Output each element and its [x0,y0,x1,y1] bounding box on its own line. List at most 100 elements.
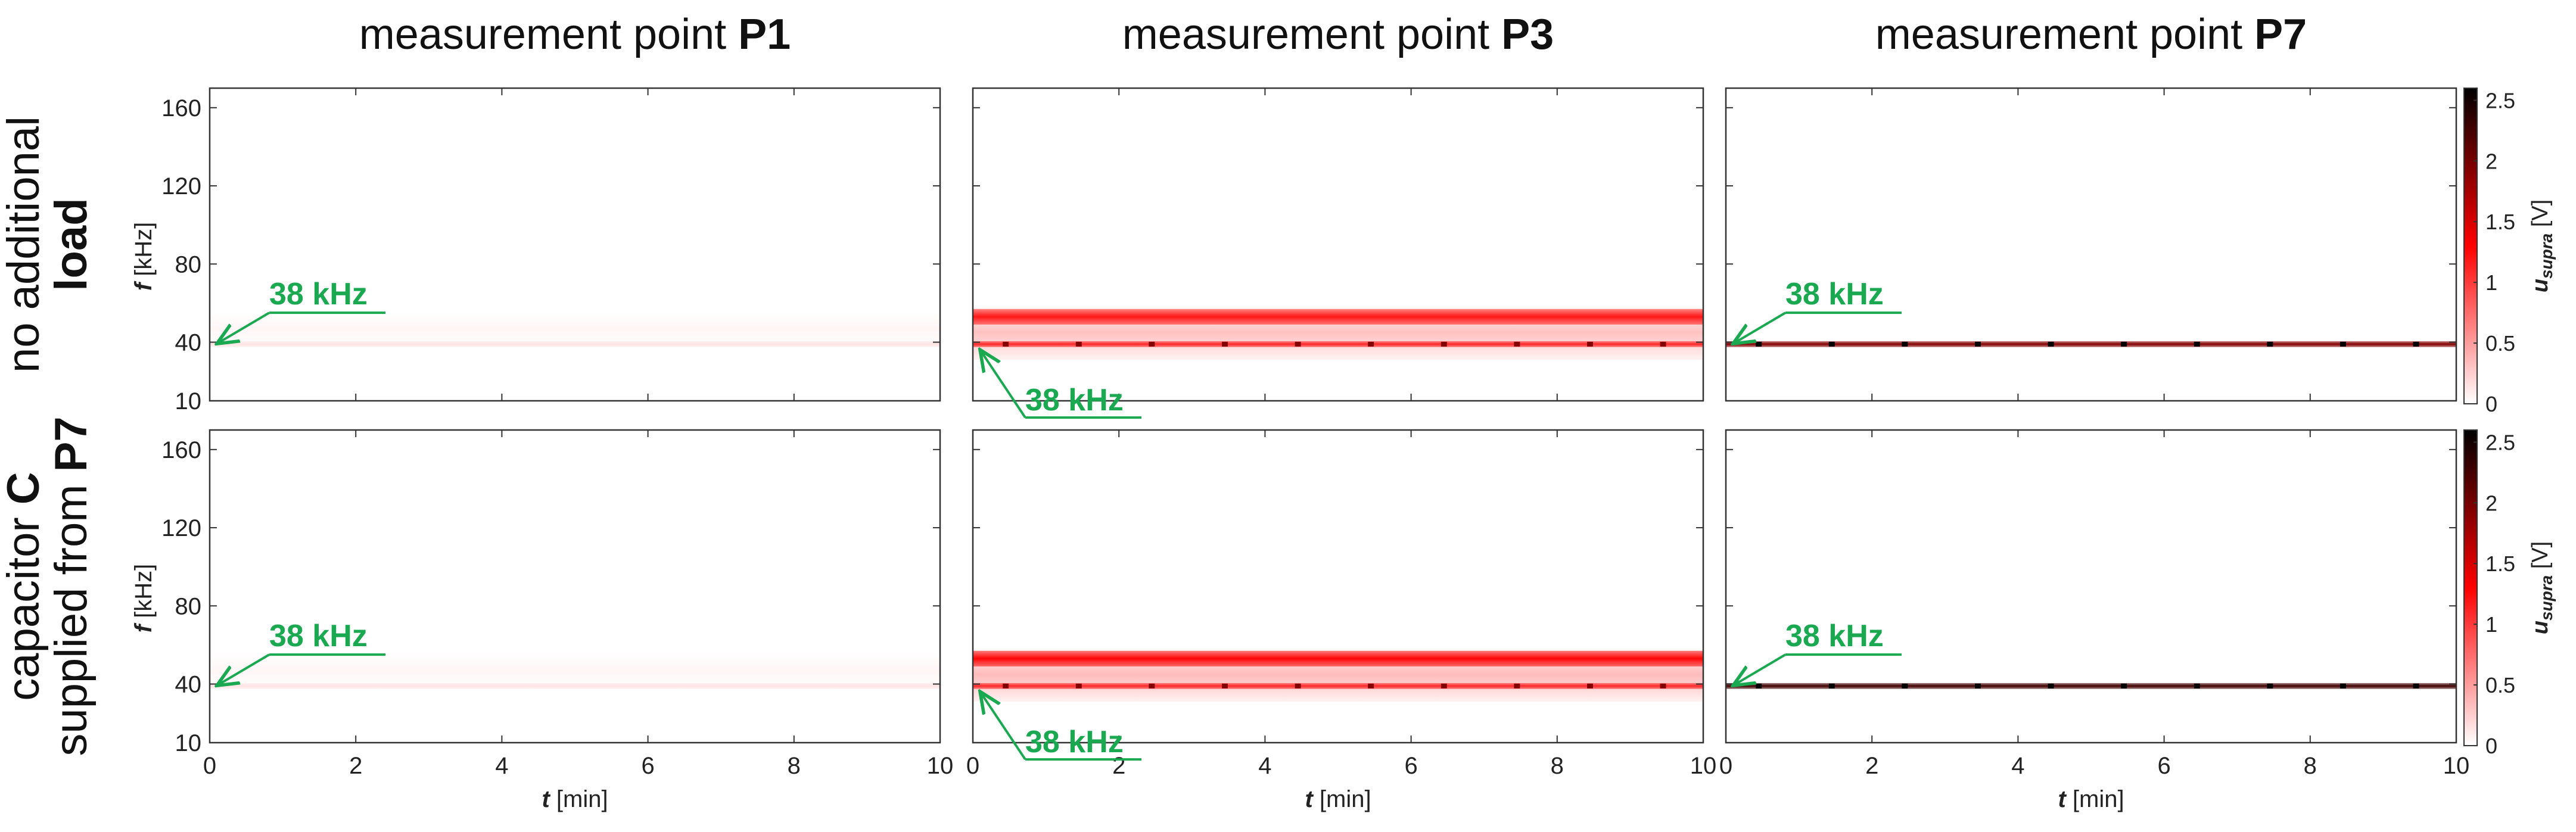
x-tick-label: 8 [1551,753,1564,779]
annotation-arrow [1733,311,1787,344]
x-tick-label: 2 [349,753,362,779]
heatmap [1726,341,2456,347]
x-tick-label: 0 [966,753,979,779]
colorbar-scale [2463,429,2478,746]
row-title-line: no additional [0,116,49,373]
colorbar-tick-label: 2 [2485,491,2497,515]
pulse-mark [2413,341,2419,347]
panel-p3-row2: 0 2 4 6 8 10t [min]38 kHz [966,429,1717,812]
pulse-mark [1756,683,1762,688]
pulse-mark [1974,341,1981,347]
x-tick-label: 4 [2011,753,2024,779]
plot-frame [972,87,1704,402]
y-tick-label: 80 [175,251,202,278]
colorbar-tick-label: 1.5 [2485,210,2515,234]
y-tick-label: 10 [175,388,202,415]
plot-frame [209,87,941,402]
spectral-band [1726,341,2456,347]
annotation-arrow [1733,653,1787,685]
y-tick-label: 80 [175,593,202,619]
column-title-p1: measurement point P1 [359,11,791,58]
pulse-mark [1514,683,1520,688]
x-tick-label: 2 [1865,753,1878,779]
plot-area [210,88,940,401]
annotation-label: 38 kHz [1025,725,1124,759]
column-title-p7: measurement point P7 [1875,11,2307,58]
annotation-arrow [217,653,270,685]
heatmap [210,311,940,347]
row-title-line: supplied from P7 [46,416,97,756]
annotation-label: 38 kHz [1785,619,1884,653]
pulse-mark [1441,683,1447,688]
x-tick-label: 4 [1258,753,1271,779]
pulse-mark [1149,683,1155,688]
x-axis-label: t [min] [542,786,608,812]
column-title-p3: measurement point P3 [1122,11,1554,58]
pulse-mark [1514,341,1520,347]
pulse-mark [1441,341,1447,347]
heatmap [973,305,1703,360]
pulse-mark [1295,341,1301,347]
plot-frame [209,429,941,744]
pulse-mark [2121,341,2127,347]
y-tick-label: 40 [175,672,202,698]
pulse-mark [1003,341,1009,347]
x-axis-label: t [min] [2058,786,2124,812]
spectral-band [973,650,1703,667]
panel-p7-row1: 38 kHz [1725,87,2457,402]
x-tick-label: 6 [641,753,654,779]
spectral-band [210,311,940,347]
y-axis-label: f [kHz] [130,564,157,633]
x-tick-label: 10 [927,753,954,779]
heatmap [1726,683,2456,689]
colorbar-row1: 0 0.5 1 1.5 2 2.5 usupra [V] [2463,88,2556,416]
pulse-mark [2194,683,2200,688]
spectral-band [973,341,1703,347]
pulse-mark [1221,683,1228,688]
pulse-mark [1149,341,1155,347]
pulse-mark [2194,341,2200,347]
y-tick-label: 40 [175,330,202,356]
colorbar-tick-label: 0.5 [2485,673,2515,697]
plot-frame [1725,429,2457,744]
pulse-mark [2339,683,2346,688]
heatmap [973,647,1703,702]
colorbar-tick-label: 0 [2485,392,2497,416]
colorbar-row2: 0 0.5 1 1.5 2 2.5 usupra [V] [2463,429,2556,758]
x-tick-label: 6 [1404,753,1417,779]
annotation-arrow [980,350,1026,419]
x-tick-label: 10 [1690,753,1717,779]
pulse-mark [1075,341,1082,347]
annotation-label: 38 kHz [269,619,368,653]
row-title-line: load [46,198,97,291]
pulse-mark [1902,341,1908,347]
plot-area [1726,430,2456,743]
annotation-label: 38 kHz [269,277,368,311]
x-tick-label: 0 [203,753,216,779]
row-title-line: capacitor C [0,472,49,700]
colorbar-tick-label: 0.5 [2485,331,2515,356]
pulse-mark [2048,683,2054,688]
pulse-mark [1003,683,1009,688]
colorbar-tick-label: 2 [2485,149,2497,173]
pulse-mark [2413,683,2419,688]
colorbar-tick-label: 1.5 [2485,551,2515,576]
colorbar-tick-label: 2.5 [2485,430,2515,454]
colorbar-label: usupra [V] [2528,541,2556,635]
y-tick-label: 160 [161,95,201,121]
annotation-arrow [980,691,1026,761]
spectral-band [210,341,940,347]
pulse-mark [1828,683,1835,688]
colorbar-tick-label: 1 [2485,270,2497,295]
panel-p1-row1: 10 40 80 120 160 f [kHz] 38 kHz [130,87,941,415]
pulse-mark [2121,683,2127,688]
colorbar-tick-label: 2.5 [2485,88,2515,113]
spectral-band [1726,683,2456,689]
annotation-label: 38 kHz [1785,277,1884,311]
pulse-mark [1295,683,1301,688]
pulse-mark [1586,683,1593,688]
pulse-mark [1075,683,1082,688]
pulse-mark [1974,683,1981,688]
